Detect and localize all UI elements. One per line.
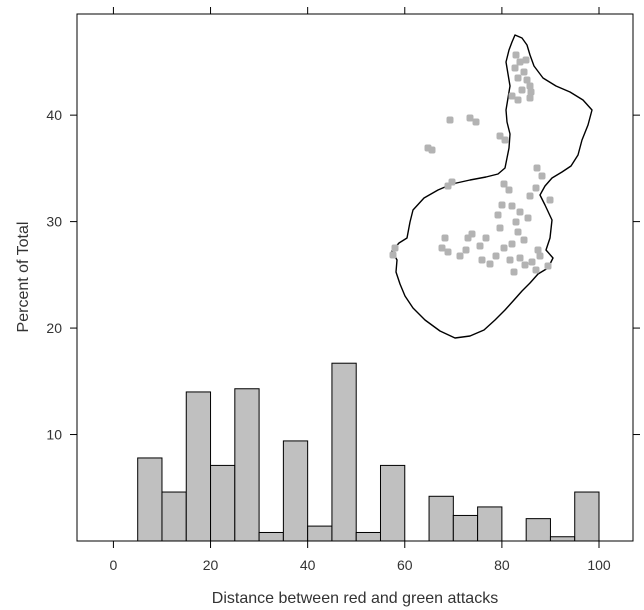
map-point <box>501 136 509 144</box>
map-point <box>512 218 520 226</box>
map-point <box>528 258 536 266</box>
map-point <box>500 244 508 252</box>
map-point <box>516 58 524 66</box>
map-point <box>468 230 476 238</box>
map-point <box>523 76 531 84</box>
map-point <box>492 252 500 260</box>
histogram-bar <box>258 531 284 542</box>
map-point <box>544 262 552 270</box>
histogram-bar <box>234 388 260 542</box>
map-point <box>478 256 486 264</box>
histogram-bar <box>549 536 576 542</box>
map-region-outline <box>391 34 593 339</box>
histogram-bar <box>379 464 406 542</box>
map-point <box>520 68 528 76</box>
histogram-bar <box>307 525 333 542</box>
map-point <box>505 186 513 194</box>
map-point <box>500 180 508 188</box>
map-point <box>527 88 535 96</box>
map-point <box>538 172 546 180</box>
map-point <box>444 182 452 190</box>
map-point <box>534 246 542 254</box>
map-point <box>444 248 452 256</box>
map-point <box>520 236 528 244</box>
map-point <box>511 64 519 72</box>
histogram-bar <box>210 464 236 542</box>
map-point <box>441 234 449 242</box>
x-tick-label: 20 <box>203 557 219 573</box>
map-point <box>524 214 532 222</box>
map-point <box>391 244 399 252</box>
map-point <box>526 94 534 102</box>
map-point <box>506 256 514 264</box>
map-point <box>508 92 516 100</box>
y-axis-title: Percent of Total <box>15 222 32 333</box>
histogram-bars <box>137 362 600 542</box>
map-point <box>522 56 530 64</box>
map-point <box>428 146 436 154</box>
map-point <box>476 242 484 250</box>
x-tick-label: 0 <box>110 557 118 573</box>
y-tick-label: 10 <box>46 427 62 443</box>
histogram-bar <box>161 491 187 542</box>
histogram-bar <box>331 362 357 542</box>
map-point <box>482 234 490 242</box>
histogram-bar <box>525 518 551 542</box>
y-tick-label: 40 <box>46 107 62 123</box>
map-point <box>514 74 522 82</box>
map-point <box>533 164 541 172</box>
attack-points <box>389 51 554 276</box>
map-point <box>514 96 522 104</box>
map-point <box>462 246 470 254</box>
x-tick-label: 60 <box>397 557 413 573</box>
map-point <box>456 252 464 260</box>
map-point <box>516 254 524 262</box>
map-point <box>532 184 540 192</box>
map-point <box>498 201 506 209</box>
map-point <box>446 116 454 124</box>
inset-map <box>389 34 593 339</box>
map-point <box>508 202 516 210</box>
map-point <box>526 82 534 90</box>
map-point <box>494 211 502 219</box>
map-point <box>472 118 480 126</box>
histogram-bar <box>452 514 479 542</box>
map-point <box>514 228 522 236</box>
map-point <box>526 192 534 200</box>
map-point <box>466 114 474 122</box>
histogram-bar <box>185 391 212 542</box>
x-tick-label: 40 <box>300 557 316 573</box>
histogram-bar <box>137 457 163 542</box>
histogram-bar <box>355 531 381 542</box>
map-point <box>521 261 529 269</box>
map-point <box>389 251 397 259</box>
map-point <box>486 260 494 268</box>
histogram-bar <box>428 495 454 542</box>
map-point <box>508 240 516 248</box>
map-point <box>518 86 526 94</box>
x-axis-title: Distance between red and green attacks <box>212 590 498 607</box>
axis-ticks: 0 20 40 60 80 100 10 20 30 40 <box>46 7 640 573</box>
x-tick-label: 80 <box>494 557 510 573</box>
map-point <box>536 252 544 260</box>
map-point <box>510 268 518 276</box>
x-tick-label: 100 <box>587 557 611 573</box>
y-tick-label: 30 <box>46 214 62 230</box>
histogram-bar <box>282 440 309 542</box>
map-point <box>516 208 524 216</box>
map-point <box>438 244 446 252</box>
map-point <box>512 51 520 59</box>
histogram-bar <box>574 491 600 542</box>
histogram-bar <box>477 506 503 542</box>
map-point <box>546 196 554 204</box>
y-tick-label: 20 <box>46 320 62 336</box>
map-point <box>496 224 504 232</box>
map-point <box>532 266 540 274</box>
